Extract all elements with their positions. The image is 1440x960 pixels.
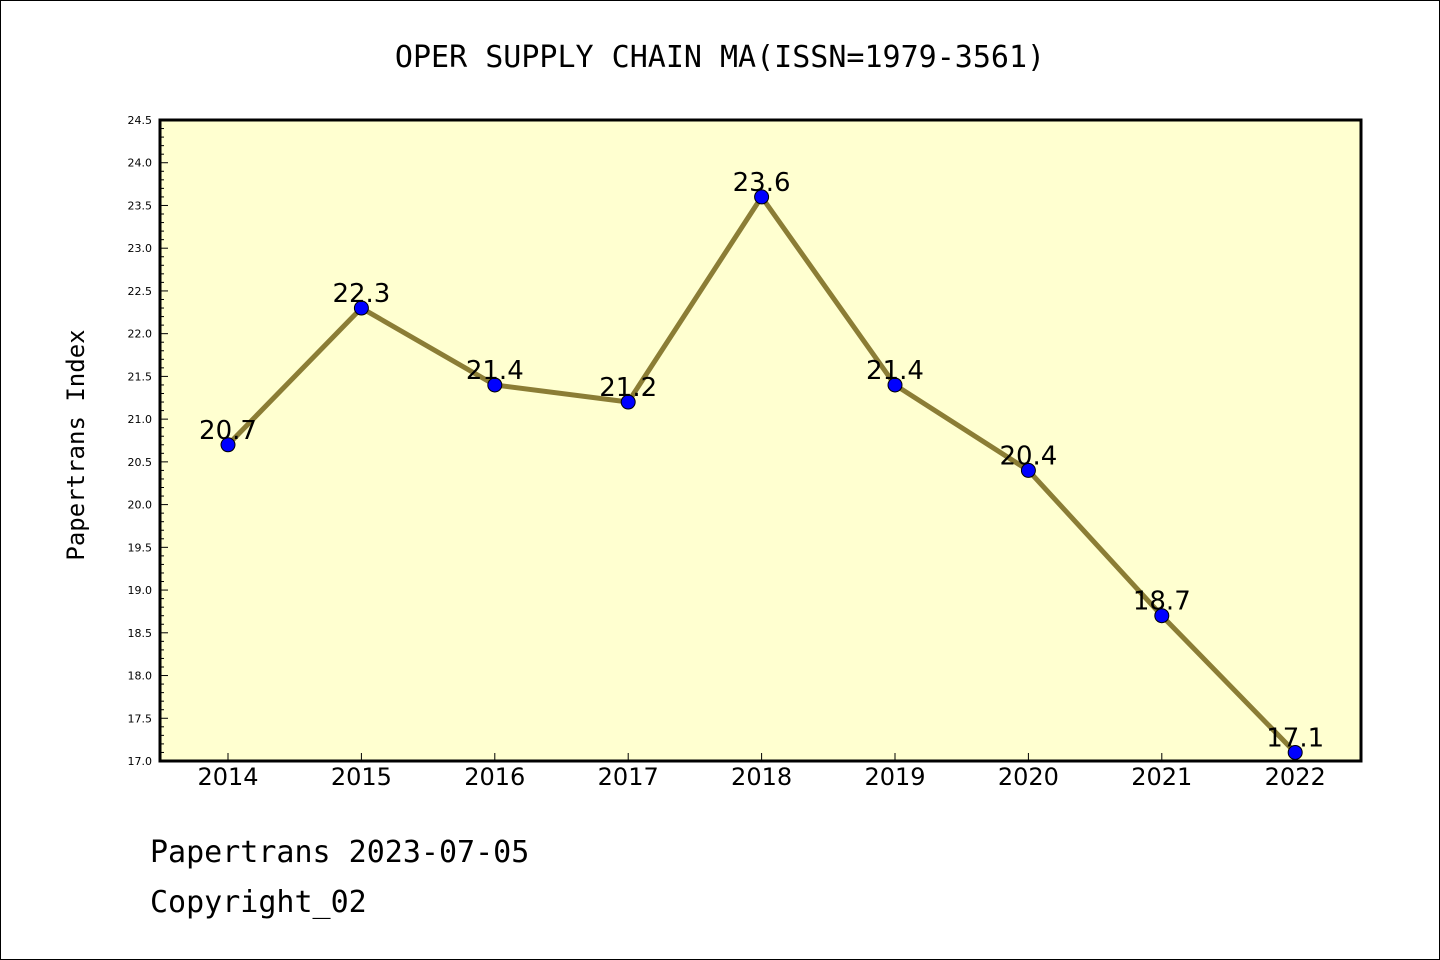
series-layer [220, 189, 1303, 760]
y-tick-label: 19.0 [128, 584, 153, 597]
y-tick-label: 23.0 [128, 242, 153, 255]
y-tick-label: 24.0 [128, 157, 153, 170]
y-tick-label: 22.5 [128, 285, 153, 298]
data-point [353, 300, 369, 316]
data-point [887, 377, 903, 393]
data-point [1020, 462, 1036, 478]
y-tick-label: 18.0 [128, 670, 153, 683]
y-tick-label: 21.5 [128, 370, 153, 383]
y-tick-label: 19.5 [128, 541, 153, 554]
data-point [220, 437, 236, 453]
data-label: 17.1 [1266, 723, 1324, 753]
y-tick-label: 20.0 [128, 499, 153, 512]
x-tick-label: 2019 [864, 763, 925, 791]
data-label: 21.4 [466, 356, 524, 386]
y-tick-label: 17.0 [128, 755, 153, 768]
x-tick-label: 2022 [1265, 763, 1326, 791]
y-axis: 17.0 17.5 18.0 18.5 19.0 19.5 20.0 20.5 21.0 21.5… [128, 114, 168, 768]
data-label: 21.4 [866, 356, 924, 386]
chart-title: OPER SUPPLY CHAIN MA(ISSN=1979-3561) [395, 40, 1045, 75]
x-tick-label: 2020 [998, 763, 1059, 791]
y-tick-label: 21.0 [128, 413, 153, 426]
plot-area [158, 118, 1363, 763]
footer-copyright-line: Copyright_02 [150, 885, 367, 920]
y-tick-label: 23.5 [128, 199, 153, 212]
data-label: 23.6 [733, 168, 791, 198]
x-tick-label: 2015 [331, 763, 392, 791]
y-tick-label: 22.0 [128, 328, 153, 341]
data-label: 22.3 [332, 279, 390, 309]
x-axis: 2014 2015 2016 2017 2018 2019 2020 2021 2022 [197, 753, 1326, 791]
x-tick-label: 2018 [731, 763, 792, 791]
data-label: 18.7 [1133, 587, 1191, 617]
y-tick-label: 20.5 [128, 456, 153, 469]
data-labels-layer: 20.7 22.3 21.4 21.2 23.6 21.4 20.4 18.7 17.1 [199, 168, 1324, 754]
data-point [754, 189, 770, 205]
footer-date-line: Papertrans 2023-07-05 [150, 835, 530, 870]
x-tick-label: 2016 [464, 763, 525, 791]
data-label: 21.2 [599, 373, 657, 403]
y-tick-label: 24.5 [128, 114, 153, 127]
data-label: 20.7 [199, 416, 257, 446]
x-tick-label: 2014 [197, 763, 258, 791]
data-point [1154, 608, 1170, 624]
data-point [620, 394, 636, 410]
y-tick-label: 18.5 [128, 627, 153, 640]
x-tick-label: 2017 [598, 763, 659, 791]
data-label: 20.4 [999, 441, 1057, 471]
data-point [1287, 744, 1303, 760]
y-axis-label: Papertrans Index [62, 329, 90, 560]
y-tick-label: 17.5 [128, 712, 153, 725]
x-tick-label: 2021 [1131, 763, 1192, 791]
data-point [487, 377, 503, 393]
